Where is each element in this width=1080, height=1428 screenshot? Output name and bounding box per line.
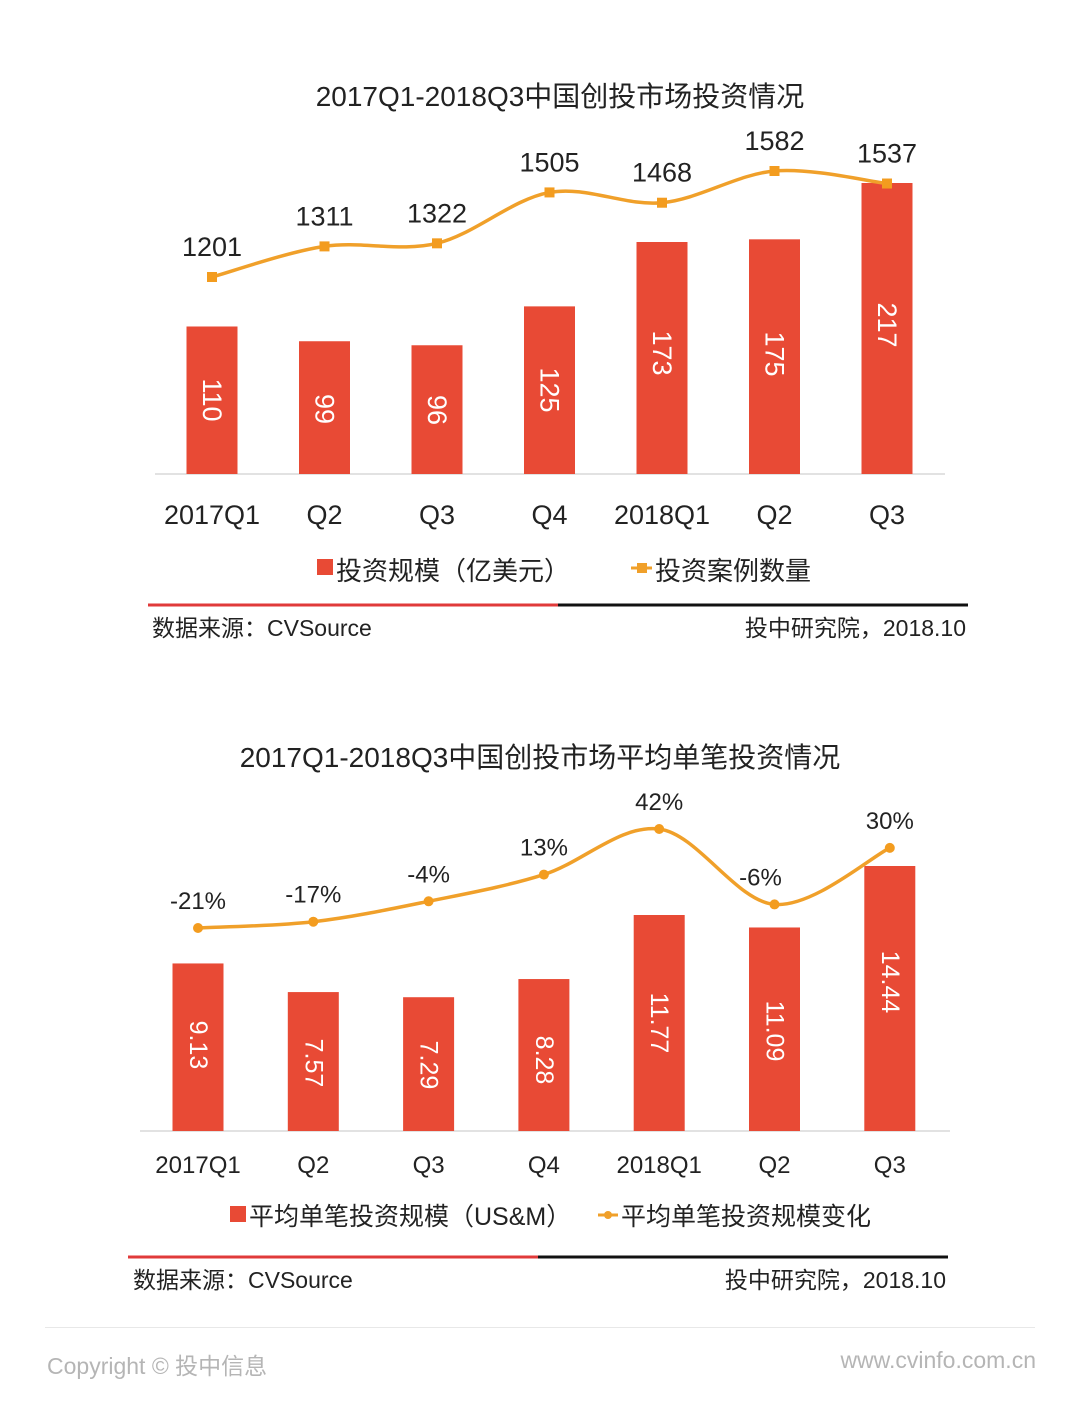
x-tick-label: Q3 [869, 500, 905, 530]
bar-value-label: 8.28 [530, 1036, 558, 1085]
bar-value-label: 7.57 [299, 1039, 327, 1088]
footer-divider [45, 1327, 1035, 1328]
legend-bar-swatch [230, 1206, 246, 1222]
chart-investment-overview: 2017Q1-2018Q3中国创投市场投资情况 110 99 96 125 173 175… [148, 81, 968, 641]
x-tick-label: 2018Q1 [616, 1152, 701, 1179]
legend-bar-swatch [317, 559, 333, 575]
legend-line-label: 平均单笔投资规模变化 [621, 1203, 871, 1231]
line-point [769, 166, 780, 176]
line-point [884, 842, 895, 853]
chart-title: 2017Q1-2018Q3中国创投市场平均单笔投资情况 [240, 742, 841, 773]
bar [172, 963, 224, 1131]
line-value-label: 1505 [519, 147, 579, 177]
credit: 投中研究院，2018.10 [725, 1267, 946, 1293]
line-value-label: 1322 [407, 198, 467, 228]
bar [749, 239, 800, 474]
line-point [657, 197, 667, 208]
line-value-label: 42% [635, 789, 683, 816]
x-tick-label: 2017Q1 [155, 1152, 240, 1179]
line-value-label: 1311 [295, 201, 353, 231]
website-link[interactable]: www.cvinfo.com.cn [840, 1347, 1036, 1373]
line-value-label: 1537 [857, 139, 917, 169]
line-value-label: 30% [866, 808, 914, 835]
legend-line-marker [637, 563, 647, 573]
bar [287, 992, 339, 1131]
x-tick-label: Q4 [531, 500, 567, 530]
bar [299, 341, 350, 474]
line-point [654, 824, 665, 834]
line-point [544, 187, 555, 198]
line-value-label: -4% [407, 861, 450, 888]
chart-title: 2017Q1-2018Q3中国创投市场投资情况 [316, 81, 805, 112]
bar-value-label: 7.29 [415, 1041, 443, 1090]
line-value-label: -6% [739, 864, 782, 891]
line-value-label: 1468 [632, 158, 692, 188]
bar-value-label: 99 [310, 394, 340, 424]
bar [403, 997, 455, 1131]
bar [864, 866, 916, 1131]
x-tick-label: Q3 [413, 1152, 445, 1179]
x-tick-label: Q2 [756, 500, 792, 530]
line-value-label: 13% [520, 835, 568, 862]
line-point [882, 178, 892, 189]
chart-average-investment: 2017Q1-2018Q3中国创投市场平均单笔投资情况 9.13 7.57 7.29… [128, 742, 950, 1293]
legend-line-label: 投资案例数量 [655, 556, 811, 586]
x-tick-label: Q2 [758, 1152, 790, 1179]
line-point [308, 916, 319, 927]
bar-value-label: 110 [197, 378, 227, 421]
line-value-label: -17% [285, 882, 341, 909]
bar [518, 979, 570, 1131]
x-tick-label: 2017Q1 [164, 500, 260, 530]
line-value-label: -21% [170, 888, 226, 915]
bar [186, 326, 238, 474]
bar-value-label: 217 [872, 302, 902, 347]
x-tick-label: Q2 [297, 1152, 329, 1179]
bar-value-label: 173 [647, 330, 677, 375]
legend-line-marker [604, 1211, 612, 1219]
line-point [432, 238, 442, 249]
bar-value-label: 11.77 [645, 993, 673, 1054]
line-value-label: 1201 [182, 232, 242, 262]
x-tick-label: 2018Q1 [614, 500, 710, 530]
bar [411, 345, 463, 474]
legend-bar-label: 平均单笔投资规模（US&M） [249, 1203, 571, 1231]
bar-value-label: 9.13 [184, 1021, 212, 1070]
line-point [193, 923, 203, 933]
data-source: 数据来源：CVSource [133, 1267, 353, 1293]
legend-bar-label: 投资规模（亿美元） [336, 556, 570, 586]
line-point [319, 241, 330, 252]
line-point [538, 869, 549, 880]
line-point [423, 896, 434, 907]
data-source: 数据来源：CVSource [152, 615, 372, 641]
bar-value-label: 125 [535, 367, 565, 412]
line-value-label: 1582 [744, 126, 804, 156]
x-tick-label: Q3 [419, 500, 455, 530]
bar-value-label: 11.09 [761, 1001, 789, 1062]
bar [749, 927, 800, 1131]
line-point [769, 899, 780, 910]
x-tick-label: Q2 [306, 500, 342, 530]
x-tick-label: Q3 [874, 1152, 906, 1179]
bar-value-label: 96 [422, 395, 452, 425]
x-tick-label: Q4 [528, 1152, 560, 1179]
bar [636, 242, 688, 474]
line-point [207, 272, 217, 282]
bar [861, 183, 913, 474]
bar-value-label: 175 [760, 331, 790, 376]
legend: 平均单笔投资规模（US&M） 平均单笔投资规模变化 [230, 1203, 871, 1231]
bar-value-label: 14.44 [876, 951, 904, 1014]
bar [633, 914, 685, 1131]
copyright-text: Copyright © 投中信息 [47, 1353, 268, 1379]
bar [524, 306, 575, 474]
legend: 投资规模（亿美元） 投资案例数量 [317, 556, 811, 586]
credit: 投中研究院，2018.10 [745, 615, 966, 641]
